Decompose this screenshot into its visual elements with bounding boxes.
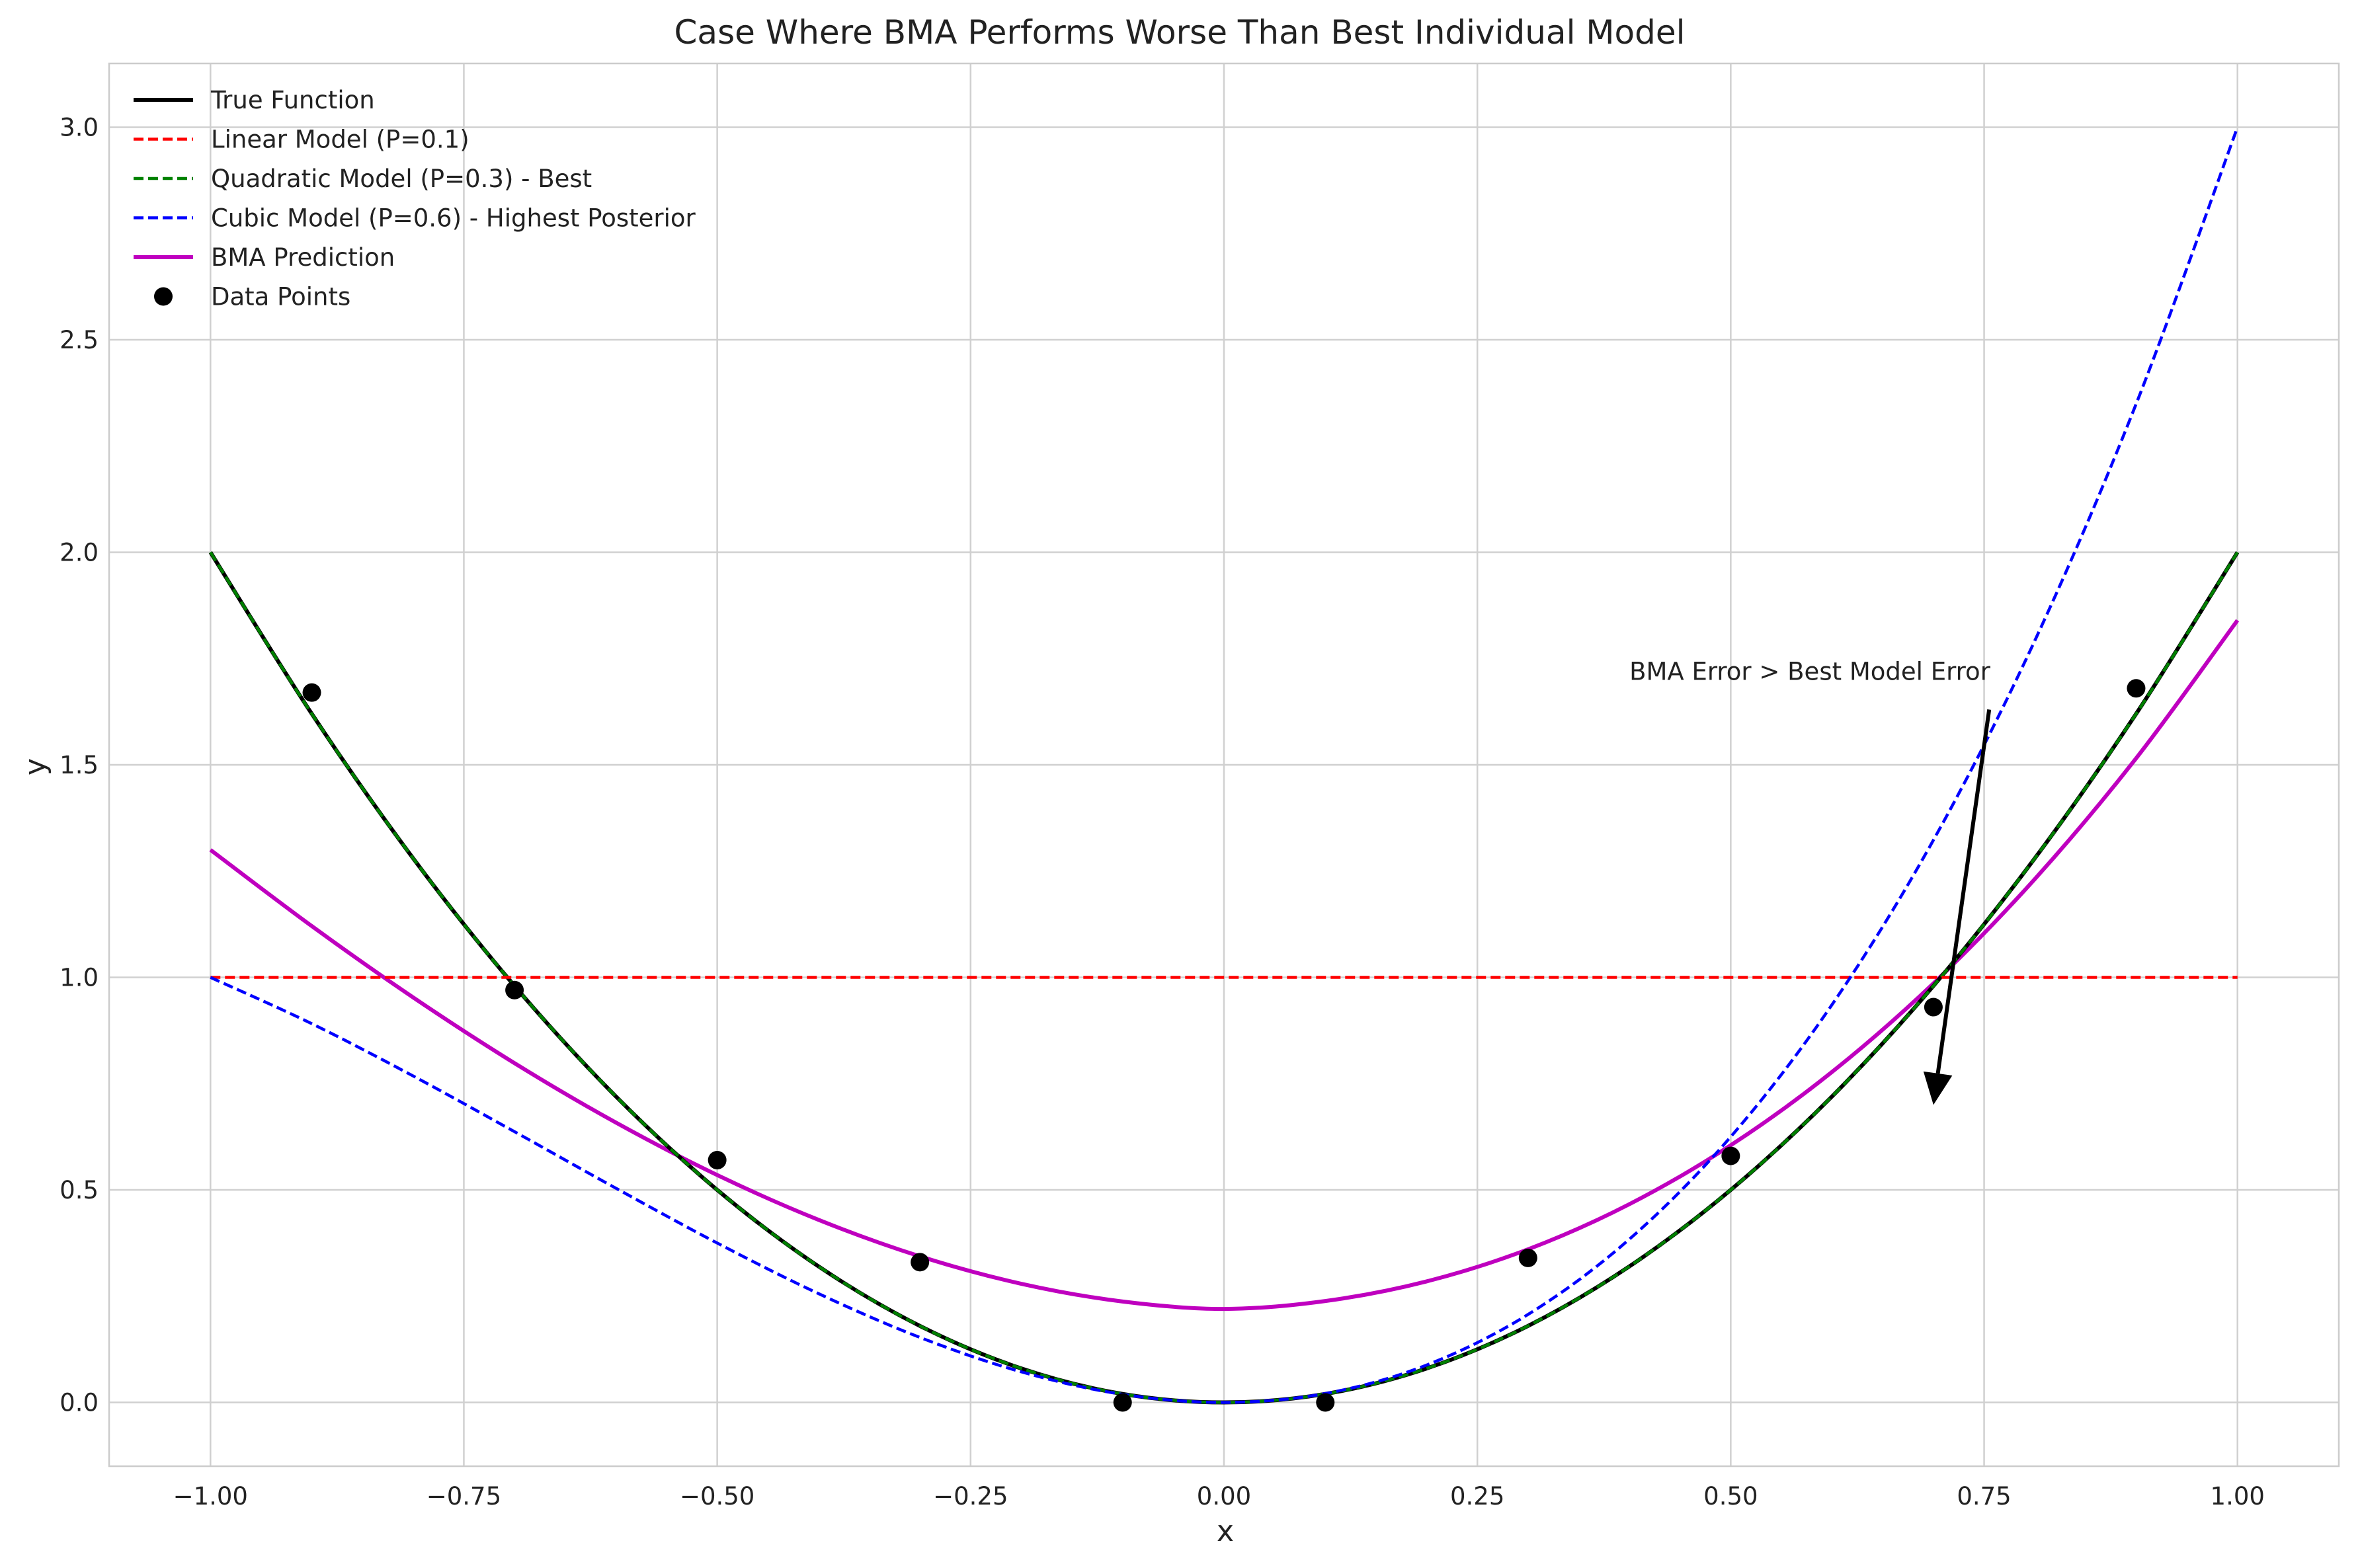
- legend-label-true-function: True Function: [210, 86, 375, 114]
- x-tick-label: −0.25: [933, 1482, 1008, 1510]
- y-tick-label: 1.0: [60, 964, 99, 992]
- legend-label-data-points: Data Points: [211, 283, 350, 311]
- data-point: [1518, 1248, 1537, 1267]
- legend-label-linear-model-p-0-1: Linear Model (P=0.1): [211, 126, 469, 154]
- y-tick-label: 2.5: [60, 326, 99, 354]
- annotation-arrow-shaft: [1935, 709, 1992, 1074]
- x-axis-label: x: [1217, 1514, 1234, 1548]
- x-tick-label: 0.00: [1197, 1482, 1251, 1510]
- data-point: [1113, 1393, 1132, 1412]
- legend: True Function Linear Model (P=0.1) Quadrat…: [134, 86, 696, 311]
- annotation-text: BMA Error > Best Model Error: [1629, 657, 1991, 686]
- ticks-layer: −1.00 −0.75 −0.50 −0.25 0.00 0.25 0.50 0.75 1.00…: [60, 113, 2265, 1510]
- plot-frame: [108, 62, 2340, 1468]
- legend-swatch-data-points: [154, 287, 173, 306]
- data-point: [505, 980, 524, 1000]
- legend-label-quadratic-model-p-0-3-best: Quadratic Model (P=0.3) - Best: [211, 165, 592, 193]
- x-tick-label: 1.00: [2211, 1482, 2265, 1510]
- legend-label-bma-prediction: BMA Prediction: [211, 243, 395, 272]
- annotation-layer: BMA Error > Best Model Error: [1629, 657, 1992, 1105]
- x-tick-label: 0.75: [1957, 1482, 2011, 1510]
- data-point: [1316, 1393, 1335, 1412]
- data-point: [302, 683, 321, 702]
- legend-label-cubic-model-p-0-6-highest-posterior: Cubic Model (P=0.6) - Highest Posterior: [211, 204, 696, 233]
- y-tick-label: 2.0: [60, 538, 99, 567]
- y-tick-label: 0.5: [60, 1176, 99, 1204]
- data-point: [708, 1151, 727, 1170]
- points-layer: [302, 679, 2146, 1412]
- data-point: [911, 1253, 930, 1272]
- y-tick-label: 3.0: [60, 113, 99, 141]
- data-point: [1721, 1146, 1740, 1165]
- y-axis-label: y: [19, 758, 52, 775]
- y-tick-label: 0.0: [60, 1389, 99, 1417]
- x-tick-label: −0.75: [427, 1482, 501, 1510]
- x-tick-label: 0.50: [1703, 1482, 1758, 1510]
- chart-title: Case Where BMA Performs Worse Than Best …: [674, 13, 1686, 52]
- x-tick-label: −1.00: [173, 1482, 248, 1510]
- annotation-arrow-head: [1923, 1071, 1953, 1105]
- y-tick-label: 1.5: [60, 751, 99, 779]
- x-tick-label: −0.50: [680, 1482, 754, 1510]
- data-point: [1924, 998, 1943, 1017]
- x-tick-label: 0.25: [1450, 1482, 1504, 1510]
- data-point: [2127, 679, 2146, 698]
